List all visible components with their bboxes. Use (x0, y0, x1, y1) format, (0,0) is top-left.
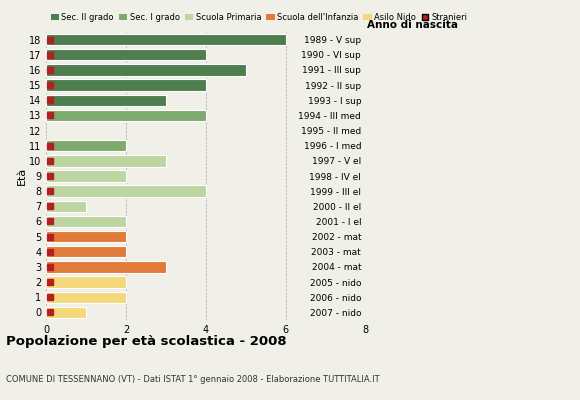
Bar (46, 292, 126, 303)
Bar (46, 307, 86, 318)
Bar (46, 34, 285, 45)
Bar (46, 155, 166, 166)
Bar (46, 201, 86, 212)
Bar (46, 79, 206, 91)
Bar (46, 49, 206, 60)
Bar (46, 261, 166, 273)
Bar (46, 276, 126, 288)
Bar (46, 216, 126, 227)
Bar (46, 246, 126, 258)
Bar (46, 170, 126, 182)
Bar (46, 140, 126, 151)
Bar (46, 231, 126, 242)
Bar (46, 110, 206, 121)
Text: COMUNE DI TESSENNANO (VT) - Dati ISTAT 1° gennaio 2008 - Elaborazione TUTTITALIA: COMUNE DI TESSENNANO (VT) - Dati ISTAT 1… (6, 375, 379, 384)
Y-axis label: Età: Età (16, 167, 26, 185)
Text: Popolazione per età scolastica - 2008: Popolazione per età scolastica - 2008 (6, 335, 287, 348)
Legend: Sec. II grado, Sec. I grado, Scuola Primaria, Scuola dell'Infanzia, Asilo Nido, : Sec. II grado, Sec. I grado, Scuola Prim… (50, 13, 468, 22)
Bar (46, 64, 246, 76)
Text: Anno di nascita: Anno di nascita (367, 20, 458, 30)
Bar (46, 94, 166, 106)
Bar (46, 186, 206, 197)
